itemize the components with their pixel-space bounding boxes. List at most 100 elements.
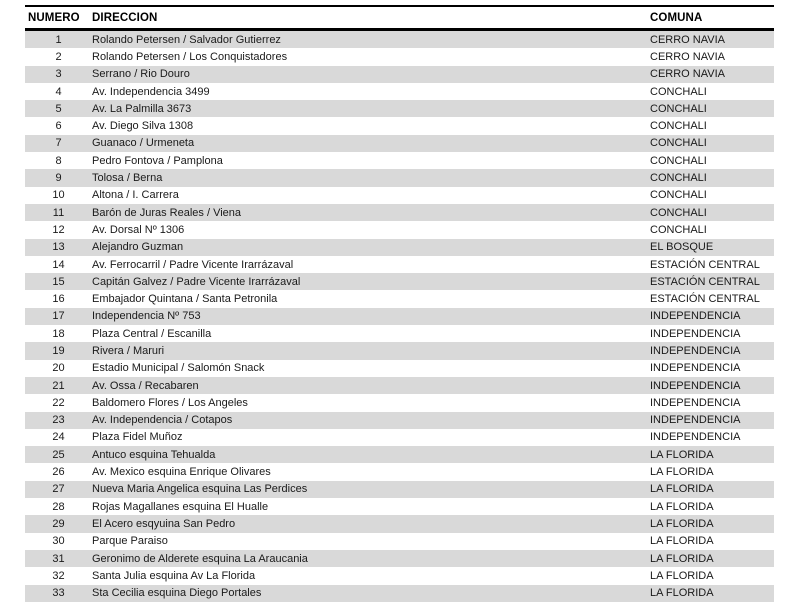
cell-direccion: Geronimo de Alderete esquina La Araucani…	[92, 552, 308, 565]
cell-numero: 30	[52, 535, 65, 548]
cell-comuna: CONCHALI	[650, 85, 707, 98]
table-row: 2 Rolando Petersen / Los Conquistadores CE…	[25, 48, 774, 65]
cell-numero: 11	[52, 206, 65, 219]
cell-comuna: INDEPENDENCIA	[650, 396, 741, 409]
table-row: 32 Santa Julia esquina Av La Florida LA FL…	[25, 567, 774, 584]
cell-direccion: Sta Cecilia esquina Diego Portales	[92, 587, 262, 600]
cell-numero: 13	[52, 241, 65, 254]
table-row: 18 Plaza Central / Escanilla INDEPENDENCIA	[25, 325, 774, 342]
cell-comuna: CONCHALI	[650, 102, 707, 115]
cell-numero: 23	[52, 414, 65, 427]
cell-numero: 19	[52, 344, 65, 357]
cell-comuna: ESTACIÓN CENTRAL	[650, 258, 760, 271]
cell-direccion: Alejandro Guzman	[92, 241, 184, 254]
table-row: 4 Av. Independencia 3499 CONCHALI	[25, 83, 774, 100]
column-header-comuna: COMUNA	[650, 6, 774, 31]
cell-numero: 6	[55, 120, 62, 133]
cell-direccion: Av. Mexico esquina Enrique Olivares	[92, 466, 271, 479]
cell-numero: 4	[55, 85, 62, 98]
table-row: 9 Tolosa / Berna CONCHALI	[25, 169, 774, 187]
table-row: 25 Antuco esquina Tehualda LA FLORIDA	[25, 446, 774, 464]
cell-numero: 28	[52, 500, 65, 513]
cell-comuna: CONCHALI	[650, 120, 707, 133]
cell-direccion: Estadio Municipal / Salomón Snack	[92, 362, 265, 375]
cell-direccion: Rolando Petersen / Los Conquistadores	[92, 50, 288, 63]
cell-numero: 27	[52, 483, 65, 496]
cell-comuna: INDEPENDENCIA	[650, 414, 741, 427]
cell-comuna: LA FLORIDA	[650, 569, 714, 582]
cell-direccion: Santa Julia esquina Av La Florida	[92, 569, 256, 582]
cell-numero: 15	[52, 275, 65, 288]
table-row: 13 Alejandro Guzman EL BOSQUE	[25, 238, 774, 256]
cell-comuna: CONCHALI	[650, 189, 707, 202]
cell-direccion: Plaza Central / Escanilla	[92, 327, 212, 340]
table-row: 28 Rojas Magallanes esquina El Hualle LA F…	[25, 498, 774, 515]
cell-numero: 22	[52, 396, 65, 409]
cell-direccion: Independencia Nº 753	[92, 310, 201, 323]
cell-direccion: Rolando Petersen / Salvador Gutierrez	[92, 33, 281, 46]
table-row: 21 Av. Ossa / Recabaren INDEPENDENCIA	[25, 376, 774, 395]
table-row: 14 Av. Ferrocarril / Padre Vicente Irarrá…	[25, 256, 774, 273]
cell-numero: 7	[55, 137, 62, 150]
cell-numero: 18	[52, 327, 65, 340]
cell-comuna: CONCHALI	[650, 172, 707, 185]
table-row: 33 Sta Cecilia esquina Diego Portales LA F…	[25, 584, 774, 602]
cell-comuna: INDEPENDENCIA	[650, 310, 741, 323]
cell-comuna: ESTACIÓN CENTRAL	[650, 275, 760, 288]
cell-direccion: Tolosa / Berna	[92, 172, 163, 185]
cell-comuna: CONCHALI	[650, 137, 707, 150]
cell-comuna: LA FLORIDA	[650, 552, 714, 565]
cell-numero: 9	[55, 172, 62, 185]
cell-comuna: LA FLORIDA	[650, 535, 714, 548]
table-row: 29 El Acero esqyuina San Pedro LA FLORIDA	[25, 515, 774, 533]
cell-direccion: Guanaco / Urmeneta	[92, 137, 195, 150]
table-row: 5 Av. La Palmilla 3673 CONCHALI	[25, 100, 774, 118]
table-row: 1 Rolando Petersen / Salvador Gutierrez CE…	[25, 29, 774, 49]
cell-comuna: INDEPENDENCIA	[650, 431, 741, 444]
cell-direccion: Av. Ossa / Recabaren	[92, 379, 199, 392]
header-row: NUMERO DIRECCION COMUNA	[25, 6, 774, 31]
cell-comuna: CONCHALI	[650, 223, 707, 236]
table-row: 15 Capitán Galvez / Padre Vicente Irarráz…	[25, 273, 774, 291]
column-header-numero: NUMERO	[25, 6, 92, 31]
table-row: 8 Pedro Fontova / Pamplona CONCHALI	[25, 152, 774, 169]
cell-numero: 26	[52, 466, 65, 479]
cell-numero: 17	[52, 310, 65, 323]
cell-comuna: CONCHALI	[650, 206, 707, 219]
cell-comuna: LA FLORIDA	[650, 500, 714, 513]
cell-comuna: LA FLORIDA	[650, 483, 714, 496]
cell-comuna: INDEPENDENCIA	[650, 327, 741, 340]
cell-comuna: CERRO NAVIA	[650, 33, 725, 46]
table-row: 7 Guanaco / Urmeneta CONCHALI	[25, 134, 774, 153]
table-row: 16 Embajador Quintana / Santa Petronila ES…	[25, 290, 774, 307]
cell-comuna: LA FLORIDA	[650, 448, 714, 461]
cell-comuna: CERRO NAVIA	[650, 50, 725, 63]
cell-direccion: Antuco esquina Tehualda	[92, 448, 216, 461]
cell-direccion: Av. Dorsal Nº 1306	[92, 223, 185, 236]
cell-direccion: Av. Independencia / Cotapos	[92, 414, 233, 427]
cell-numero: 2	[55, 50, 62, 63]
table-row: 10 Altona / I. Carrera CONCHALI	[25, 187, 774, 204]
cell-numero: 31	[52, 552, 65, 565]
table-row: 19 Rivera / Maruri INDEPENDENCIA	[25, 342, 774, 360]
locations-table-container: NUMERO DIRECCION COMUNA 1 Rolando Peterse…	[25, 5, 774, 602]
cell-comuna: EL BOSQUE	[650, 241, 714, 254]
cell-direccion: Pedro Fontova / Pamplona	[92, 154, 223, 167]
cell-direccion: Serrano / Rio Douro	[92, 68, 190, 81]
cell-numero: 5	[55, 102, 62, 115]
cell-comuna: LA FLORIDA	[650, 466, 714, 479]
cell-comuna: CONCHALI	[650, 154, 707, 167]
cell-numero: 12	[52, 223, 65, 236]
cell-numero: 1	[55, 33, 62, 46]
cell-numero: 3	[55, 68, 62, 81]
cell-numero: 29	[52, 517, 65, 530]
locations-table: NUMERO DIRECCION COMUNA 1 Rolando Peterse…	[25, 5, 774, 602]
cell-numero: 16	[52, 293, 65, 306]
cell-direccion: Av. La Palmilla 3673	[92, 102, 192, 115]
table-row: 12 Av. Dorsal Nº 1306 CONCHALI	[25, 221, 774, 238]
table-row: 30 Parque Paraiso LA FLORIDA	[25, 533, 774, 550]
cell-direccion: Av. Ferrocarril / Padre Vicente Irarráza…	[92, 258, 294, 271]
table-row: 26 Av. Mexico esquina Enrique Olivares LA …	[25, 463, 774, 480]
cell-numero: 21	[52, 379, 65, 392]
table-row: 27 Nueva Maria Angelica esquina Las Perdi…	[25, 480, 774, 499]
